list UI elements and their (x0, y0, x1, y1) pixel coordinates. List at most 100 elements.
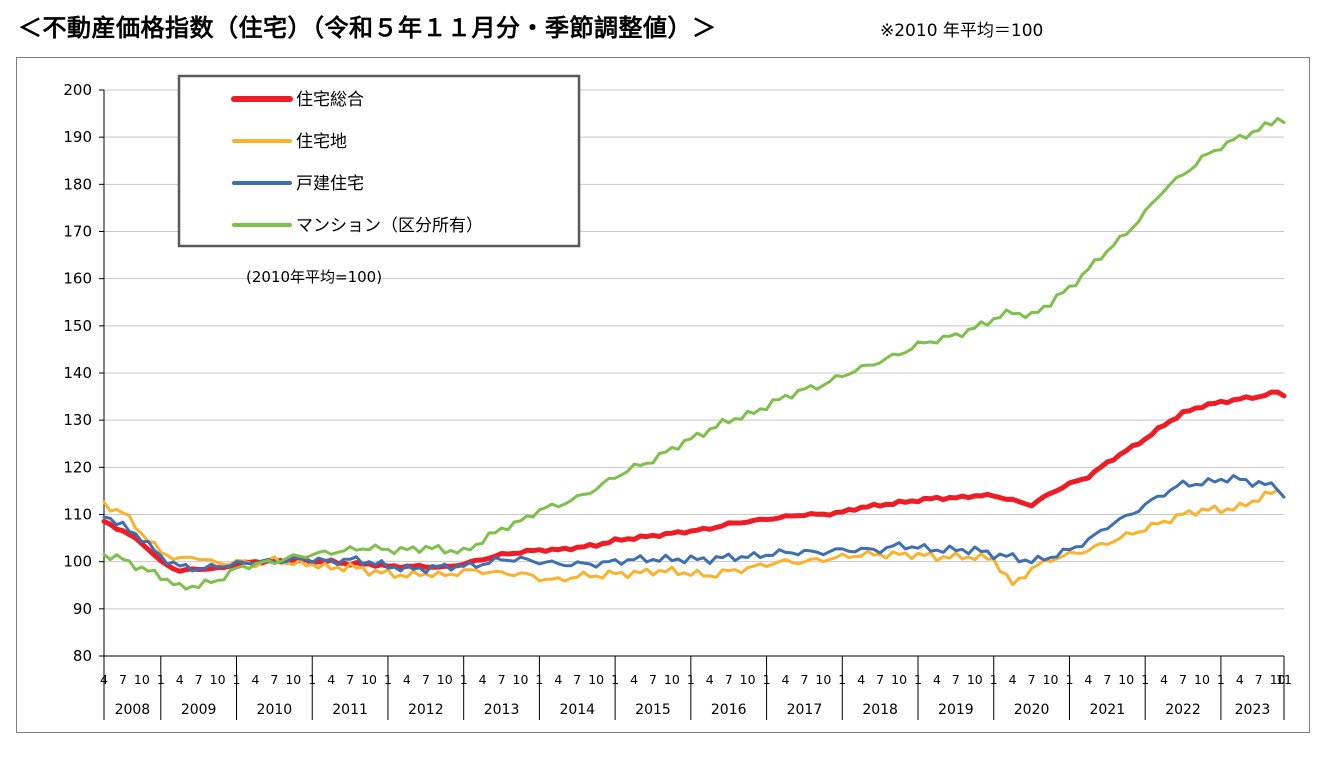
month-tick-label: 1 (611, 672, 619, 687)
series-line (102, 116, 1286, 591)
y-tick-label: 130 (63, 411, 92, 429)
month-tick-label: 4 (1236, 672, 1244, 687)
month-tick-label: 10 (1194, 672, 1210, 687)
year-label: 2009 (181, 702, 217, 718)
y-tick-label: 150 (63, 317, 92, 335)
month-tick-label: 10 (815, 672, 831, 687)
month-tick-label: 7 (876, 672, 884, 687)
month-tick-label: 7 (119, 672, 127, 687)
legend-box (177, 74, 581, 248)
base-year-note: ※2010 年平均＝100 (880, 21, 1044, 41)
y-tick-label: 180 (63, 175, 92, 193)
month-tick-label: 10 (1270, 672, 1286, 687)
month-tick-label: 1 (990, 672, 998, 687)
year-label: 2019 (938, 702, 974, 718)
month-tick-label: 7 (1179, 672, 1187, 687)
year-label: 2011 (332, 702, 368, 718)
y-tick-label: 160 (63, 270, 92, 288)
chart-frame (16, 57, 1310, 733)
y-tick-label: 90 (73, 600, 92, 618)
y-tick-label: 100 (63, 553, 92, 571)
month-tick-label: 4 (251, 672, 259, 687)
month-tick-label: 10 (437, 672, 453, 687)
month-tick-label: 7 (725, 672, 733, 687)
month-tick-label: 10 (588, 672, 604, 687)
legend-label: マンション（区分所有） (296, 216, 483, 236)
year-label: 2021 (1089, 702, 1125, 718)
y-tick-label: 80 (73, 647, 92, 665)
series-line (102, 488, 1286, 587)
y-tick-label: 120 (63, 458, 92, 476)
month-tick-label: 7 (422, 672, 430, 687)
x-axis: 2008471020091471020101471020111471020121… (100, 655, 1292, 720)
gridlines (104, 89, 1284, 610)
month-tick-label: 10 (285, 672, 301, 687)
year-label: 2015 (635, 702, 671, 718)
month-tick-label: 10 (1043, 672, 1059, 687)
month-tick-label: 4 (782, 672, 790, 687)
month-tick-label: 7 (346, 672, 354, 687)
month-tick-label: 1 (1065, 672, 1073, 687)
month-tick-label: 7 (1028, 672, 1036, 687)
month-tick-label: 4 (479, 672, 487, 687)
month-tick-label: 4 (1160, 672, 1168, 687)
month-tick-label: 1 (384, 672, 392, 687)
month-tick-label: 4 (706, 672, 714, 687)
month-tick-label: 7 (498, 672, 506, 687)
year-label: 2008 (115, 702, 151, 718)
month-tick-label: 7 (1103, 672, 1111, 687)
month-tick-label: 1 (460, 672, 468, 687)
month-tick-label: 7 (270, 672, 278, 687)
month-tick-label: 4 (327, 672, 335, 687)
year-label: 2018 (862, 702, 898, 718)
month-tick-label: 7 (1255, 672, 1263, 687)
month-tick-label: 1 (535, 672, 543, 687)
month-tick-label: 4 (1084, 672, 1092, 687)
legend-label: 戸建住宅 (296, 174, 364, 194)
year-label: 2010 (257, 702, 293, 718)
y-tick-label: 140 (63, 364, 92, 382)
series-lines (101, 116, 1287, 591)
month-tick-label: 1 (233, 672, 241, 687)
year-label: 2017 (787, 702, 823, 718)
year-label: 2014 (559, 702, 595, 718)
month-tick-label: 10 (361, 672, 377, 687)
month-tick-label: 7 (195, 672, 203, 687)
month-tick-label: 10 (740, 672, 756, 687)
month-tick-label: 1 (914, 672, 922, 687)
legend-label: 住宅総合 (296, 90, 364, 110)
legend-label: 住宅地 (296, 132, 347, 152)
month-tick-label: 10 (134, 672, 150, 687)
month-tick-label: 10 (513, 672, 529, 687)
year-label: 2012 (408, 702, 444, 718)
month-tick-label: 4 (630, 672, 638, 687)
month-tick-label: 4 (403, 672, 411, 687)
month-tick-label: 7 (573, 672, 581, 687)
month-tick-label: 4 (857, 672, 865, 687)
month-tick-label: 7 (952, 672, 960, 687)
y-tick-label: 110 (63, 506, 92, 524)
month-tick-label: 1 (157, 672, 165, 687)
year-label: 2022 (1165, 702, 1201, 718)
month-tick-label: 10 (891, 672, 907, 687)
y-tick-label: 190 (63, 128, 92, 146)
month-tick-label: 10 (210, 672, 226, 687)
year-label: 2013 (484, 702, 520, 718)
month-tick-label: 1 (838, 672, 846, 687)
month-tick-label: 7 (649, 672, 657, 687)
y-tick-label: 170 (63, 223, 92, 241)
month-tick-label: 1 (1217, 672, 1225, 687)
year-label: 2016 (711, 702, 747, 718)
month-tick-label: 4 (554, 672, 562, 687)
y-tick-label: 200 (63, 81, 92, 99)
month-tick-label: 10 (664, 672, 680, 687)
year-label: 2020 (1014, 702, 1050, 718)
month-tick-label: 1 (1141, 672, 1149, 687)
month-tick-label: 7 (800, 672, 808, 687)
month-tick-label: 1 (308, 672, 316, 687)
month-tick-label: 10 (1118, 672, 1134, 687)
series-line (102, 474, 1286, 575)
month-tick-label: 1 (763, 672, 771, 687)
